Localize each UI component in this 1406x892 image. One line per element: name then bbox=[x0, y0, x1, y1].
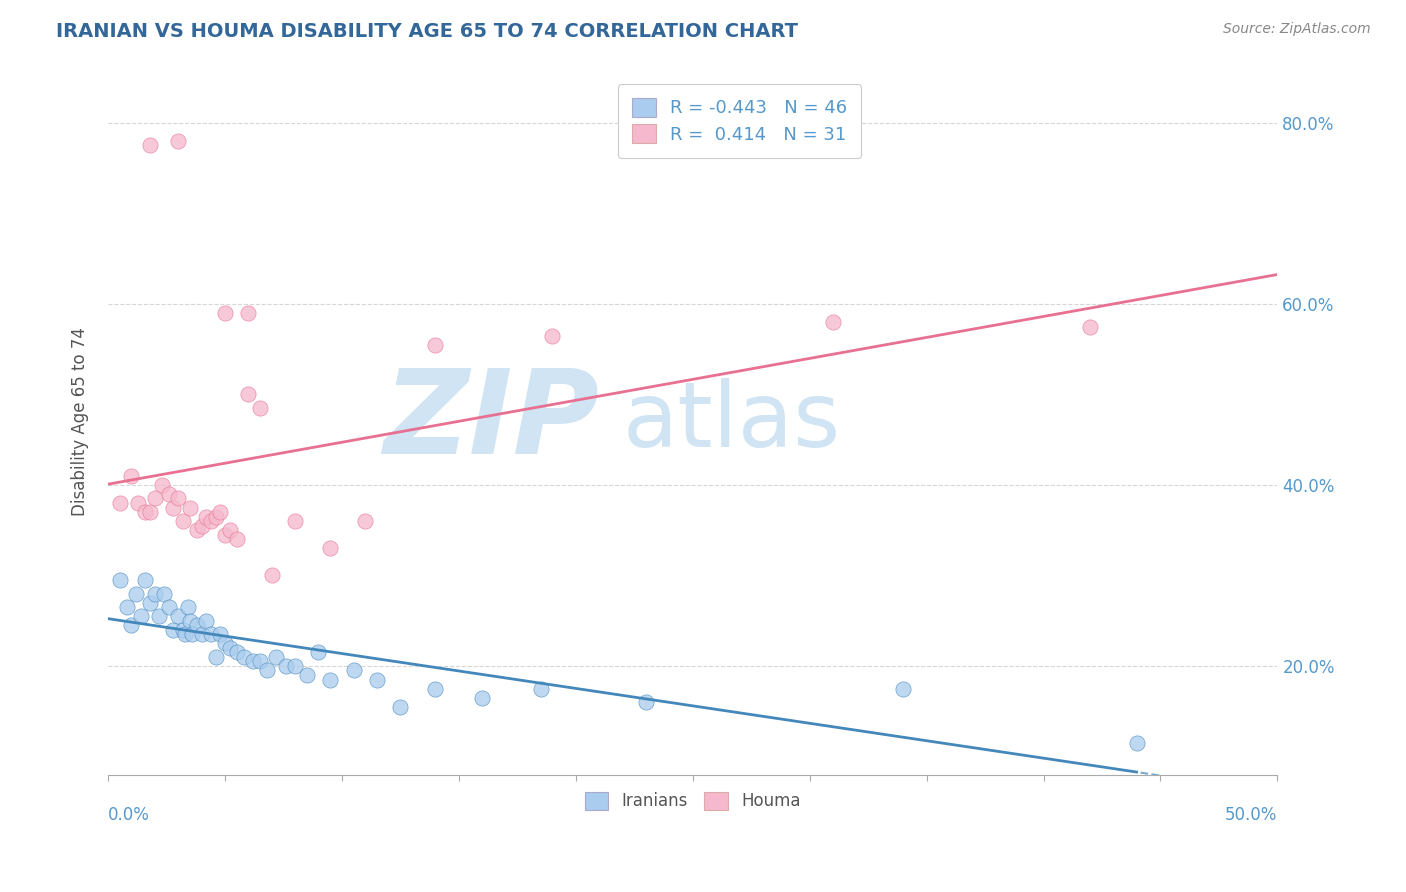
Point bbox=[242, 655, 264, 669]
Point bbox=[179, 500, 201, 515]
Point bbox=[821, 315, 844, 329]
Point bbox=[308, 645, 330, 659]
Point bbox=[218, 523, 240, 537]
Point bbox=[120, 468, 142, 483]
Point bbox=[256, 664, 278, 678]
Point bbox=[139, 596, 162, 610]
Point bbox=[274, 659, 297, 673]
Point bbox=[260, 568, 283, 582]
Point bbox=[153, 586, 176, 600]
Point bbox=[284, 659, 307, 673]
Point bbox=[204, 509, 226, 524]
Point bbox=[120, 618, 142, 632]
Point bbox=[162, 500, 184, 515]
Point bbox=[195, 509, 218, 524]
Point bbox=[108, 496, 131, 510]
Legend: Iranians, Houma: Iranians, Houma bbox=[578, 785, 807, 817]
Text: Source: ZipAtlas.com: Source: ZipAtlas.com bbox=[1223, 22, 1371, 37]
Point bbox=[139, 138, 162, 153]
Point bbox=[238, 306, 260, 320]
Point bbox=[238, 387, 260, 401]
Point bbox=[1126, 736, 1149, 750]
Point bbox=[342, 664, 364, 678]
Point bbox=[1078, 319, 1101, 334]
Point bbox=[125, 586, 148, 600]
Point bbox=[425, 337, 447, 351]
Point bbox=[186, 523, 208, 537]
Text: atlas: atlas bbox=[623, 377, 841, 466]
Point bbox=[634, 695, 657, 709]
Point bbox=[249, 655, 271, 669]
Point bbox=[167, 491, 190, 506]
Point bbox=[389, 699, 412, 714]
Point bbox=[134, 573, 156, 587]
Point bbox=[204, 649, 226, 664]
Point bbox=[172, 623, 194, 637]
Point bbox=[139, 505, 162, 519]
Point bbox=[319, 673, 342, 687]
Point bbox=[200, 627, 222, 641]
Point bbox=[209, 505, 232, 519]
Text: IRANIAN VS HOUMA DISABILITY AGE 65 TO 74 CORRELATION CHART: IRANIAN VS HOUMA DISABILITY AGE 65 TO 74… bbox=[56, 22, 799, 41]
Point bbox=[209, 627, 232, 641]
Point bbox=[471, 690, 494, 705]
Point bbox=[214, 306, 236, 320]
Point bbox=[214, 636, 236, 650]
Point bbox=[150, 478, 173, 492]
Point bbox=[134, 505, 156, 519]
Point bbox=[225, 533, 247, 547]
Point bbox=[143, 586, 166, 600]
Y-axis label: Disability Age 65 to 74: Disability Age 65 to 74 bbox=[72, 327, 89, 516]
Point bbox=[366, 673, 388, 687]
Point bbox=[143, 491, 166, 506]
Point bbox=[167, 609, 190, 624]
Point bbox=[891, 681, 914, 696]
Point bbox=[186, 618, 208, 632]
Point bbox=[167, 134, 190, 148]
Point bbox=[162, 623, 184, 637]
Point bbox=[181, 627, 204, 641]
Point bbox=[179, 614, 201, 628]
Point bbox=[354, 514, 377, 528]
Point bbox=[174, 627, 197, 641]
Point bbox=[190, 627, 212, 641]
Point bbox=[176, 600, 198, 615]
Point bbox=[295, 668, 318, 682]
Point bbox=[200, 514, 222, 528]
Point bbox=[319, 541, 342, 556]
Text: ZIP: ZIP bbox=[384, 364, 599, 479]
Point bbox=[190, 518, 212, 533]
Point bbox=[127, 496, 149, 510]
Point bbox=[195, 614, 218, 628]
Point bbox=[425, 681, 447, 696]
Point bbox=[148, 609, 170, 624]
Point bbox=[115, 600, 138, 615]
Point bbox=[172, 514, 194, 528]
Point bbox=[129, 609, 152, 624]
Point bbox=[530, 681, 553, 696]
Point bbox=[266, 649, 288, 664]
Point bbox=[157, 600, 180, 615]
Point bbox=[214, 527, 236, 541]
Text: 50.0%: 50.0% bbox=[1225, 806, 1278, 824]
Point bbox=[157, 487, 180, 501]
Point bbox=[218, 640, 240, 655]
Point bbox=[249, 401, 271, 415]
Point bbox=[225, 645, 247, 659]
Text: 0.0%: 0.0% bbox=[108, 806, 150, 824]
Point bbox=[541, 328, 564, 343]
Point bbox=[284, 514, 307, 528]
Point bbox=[232, 649, 254, 664]
Point bbox=[108, 573, 131, 587]
